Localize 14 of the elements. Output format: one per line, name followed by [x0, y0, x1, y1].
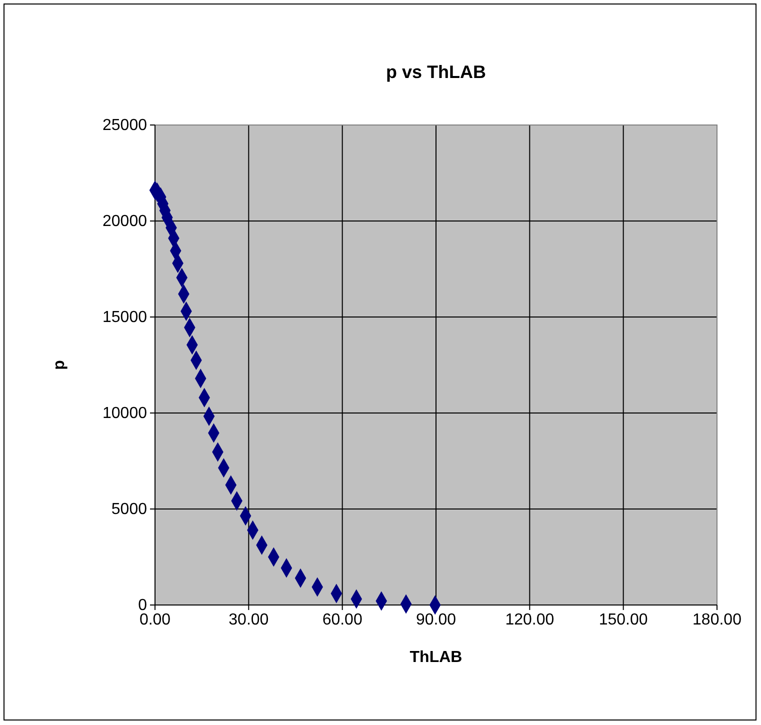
x-axis-title: ThLAB [410, 649, 462, 666]
y-tick-label: 5000 [111, 501, 148, 518]
chart-title: p vs ThLAB [386, 62, 486, 82]
y-tick-label: 10000 [102, 405, 148, 422]
y-tick-label: 25000 [102, 117, 148, 134]
x-tick-label: 120.00 [505, 611, 554, 628]
x-tick-label: 60.00 [322, 611, 362, 628]
x-tick-label: 90.00 [416, 611, 456, 628]
y-tick-label: 15000 [102, 309, 148, 326]
y-axis-title: p [51, 360, 68, 370]
y-tick-label: 20000 [102, 213, 148, 230]
x-tick-label: 30.00 [228, 611, 269, 628]
x-tick-label: 180.00 [692, 611, 742, 628]
x-tick-label: 150.00 [598, 611, 648, 628]
